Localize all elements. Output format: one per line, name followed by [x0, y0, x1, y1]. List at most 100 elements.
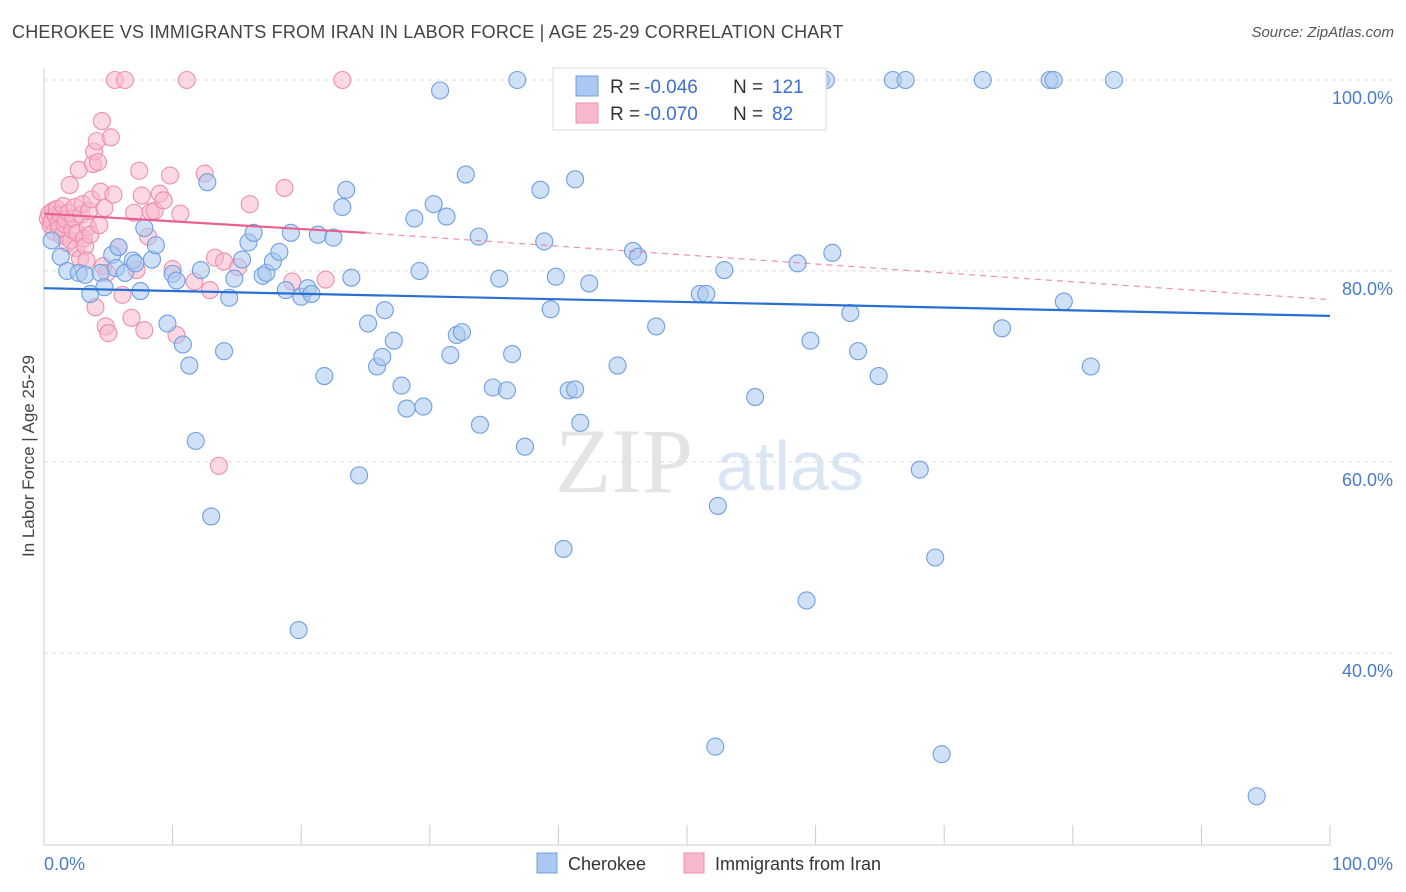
legend-swatch-cherokee	[575, 75, 599, 97]
cherokee-point-73	[508, 70, 527, 90]
cherokee-point-92	[708, 496, 727, 515]
cherokee-point-55	[392, 376, 411, 395]
x-tick-label-min: 0.0%	[44, 854, 85, 874]
cherokee-point-100	[797, 591, 816, 610]
cherokee-point-118	[1081, 357, 1100, 376]
legend-n-label-2: N =	[733, 104, 763, 125]
cherokee-point-68	[469, 227, 488, 246]
legend-r-label-1: R =	[610, 77, 640, 98]
iran-point-80	[316, 270, 335, 289]
cherokee-point-70	[490, 269, 509, 288]
cherokee-point-27	[214, 342, 234, 361]
x-ticks	[43, 825, 1331, 845]
bottom-legend-iran: Immigrants from Iran	[715, 854, 881, 874]
bottom-legend-swatch-iran	[683, 852, 705, 874]
bottom-legend-cherokee: Cherokee	[568, 854, 646, 874]
cherokee-point-46	[333, 197, 352, 217]
cherokee-point-78	[546, 267, 565, 286]
cherokee-point-38	[281, 223, 300, 242]
cherokee-point-23	[186, 431, 205, 451]
cherokee-point-25	[198, 173, 217, 192]
cherokee-point-119	[1104, 70, 1124, 90]
iran-point-49	[104, 185, 123, 204]
cherokee-point-81	[566, 380, 585, 399]
cherokee-point-50	[359, 314, 378, 333]
legend-n-value-1: 121	[772, 77, 804, 98]
cherokee-point-21	[173, 335, 192, 354]
y-tick-label-40: 40.0%	[1342, 661, 1393, 681]
cherokee-point-53	[375, 301, 394, 320]
watermark-atlas: atlas	[716, 427, 864, 505]
cherokee-point-83	[566, 170, 585, 189]
cherokee-point-47	[337, 180, 356, 199]
cherokee-point-106	[848, 342, 868, 361]
cherokee-point-65	[452, 323, 472, 342]
series-cherokee-points	[42, 70, 1266, 806]
trend-line-iran	[43, 212, 366, 234]
cherokee-point-49	[350, 466, 369, 485]
cherokee-point-112	[932, 745, 951, 764]
cherokee-point-0	[42, 231, 61, 250]
cherokee-point-7	[95, 278, 114, 297]
trend-lines	[43, 212, 1331, 317]
legend-r-label-2: R =	[610, 104, 640, 125]
cherokee-point-71	[497, 381, 517, 400]
cherokee-point-17	[146, 236, 165, 255]
source-credit: Source: ZipAtlas.com	[1251, 24, 1394, 41]
cherokee-point-39	[289, 621, 308, 640]
cherokee-point-52	[373, 347, 392, 367]
legend-swatch-iran	[575, 102, 599, 124]
trend-line-iran-extension	[365, 232, 1331, 301]
cherokee-point-32	[244, 223, 263, 242]
y-tick-label-80: 80.0%	[1342, 279, 1393, 299]
cherokee-point-18	[158, 314, 177, 333]
cherokee-point-111	[926, 548, 945, 567]
cherokee-point-84	[580, 274, 599, 293]
iran-point-53	[115, 70, 135, 90]
trend-line-cherokee	[43, 287, 1331, 317]
cherokee-point-116	[1044, 70, 1063, 90]
cherokee-point-120	[1247, 787, 1266, 806]
legend-r-value-1: -0.046	[644, 77, 698, 98]
cherokee-point-61	[431, 81, 450, 100]
cherokee-point-82	[571, 413, 590, 432]
cherokee-point-72	[503, 345, 522, 364]
iran-point-40	[90, 216, 109, 235]
iran-point-59	[135, 321, 154, 340]
iran-point-57	[130, 161, 149, 180]
cherokee-point-4	[76, 265, 95, 284]
cherokee-point-22	[180, 356, 199, 375]
cherokee-point-54	[384, 331, 403, 350]
iran-point-39	[88, 153, 108, 172]
cherokee-point-101	[801, 331, 820, 350]
iran-point-47	[99, 324, 118, 343]
cherokee-point-75	[531, 180, 550, 199]
cherokee-point-36	[270, 242, 289, 261]
y-tick-label-100: 100.0%	[1332, 88, 1393, 108]
cherokee-point-88	[647, 317, 666, 336]
iran-point-78	[275, 178, 294, 197]
y-axis-title: In Labor Force | Age 25-29	[19, 355, 38, 557]
iran-point-68	[171, 204, 190, 223]
iran-point-58	[132, 186, 151, 205]
iran-point-65	[160, 166, 180, 185]
cherokee-point-63	[441, 345, 460, 365]
cherokee-point-20	[167, 271, 186, 290]
cherokee-point-62	[437, 207, 456, 226]
cherokee-point-91	[706, 737, 725, 756]
iran-point-54	[122, 308, 141, 327]
cherokee-point-96	[746, 388, 765, 407]
iran-point-48	[101, 128, 120, 147]
cherokee-point-109	[896, 70, 915, 90]
cherokee-point-56	[397, 399, 416, 418]
cherokee-point-90	[697, 284, 716, 303]
x-tick-label-max: 100.0%	[1332, 854, 1393, 874]
cherokee-point-44	[315, 366, 334, 386]
cherokee-point-66	[456, 165, 475, 184]
cherokee-point-37	[276, 281, 295, 300]
legend-n-label-1: N =	[733, 77, 763, 98]
iran-point-81	[333, 70, 352, 90]
iran-point-74	[209, 456, 228, 475]
cherokee-point-48	[342, 268, 361, 287]
